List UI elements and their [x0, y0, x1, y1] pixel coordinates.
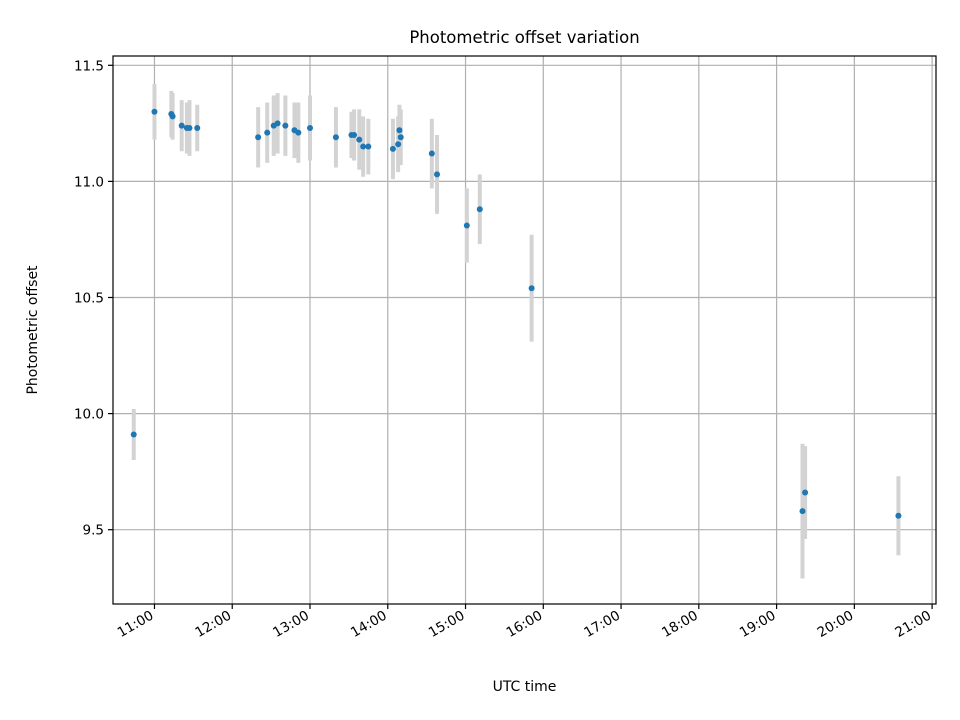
data-point	[151, 108, 158, 115]
data-point	[895, 512, 902, 519]
data-point	[463, 222, 470, 229]
x-tick-label: 12:00	[193, 608, 235, 641]
data-point	[528, 285, 535, 292]
data-point	[307, 124, 314, 131]
data-point	[799, 508, 806, 515]
data-point	[332, 134, 339, 141]
data-point	[169, 113, 176, 120]
x-axis-label: UTC time	[493, 679, 557, 695]
x-tick-label: 13:00	[270, 608, 312, 641]
data-point	[360, 143, 367, 150]
data-point	[178, 122, 185, 129]
y-axis-ticks: 9.5 10.0 10.5 11.0 11.5	[74, 58, 113, 539]
x-tick-label: 11:00	[115, 608, 157, 641]
data-point	[802, 489, 809, 496]
data-points	[130, 108, 902, 519]
x-tick-label: 16:00	[504, 608, 546, 641]
data-point	[356, 136, 363, 143]
data-point	[396, 127, 403, 134]
x-tick-label: 21:00	[892, 608, 934, 641]
data-point	[476, 206, 483, 213]
data-point	[365, 143, 372, 150]
data-point	[255, 134, 262, 141]
x-axis-ticks: 11:00 12:00 13:00 14:00 15:00 16:00 17:00 18:00…	[115, 604, 934, 641]
y-tick-label: 11.0	[74, 174, 104, 190]
grid	[113, 56, 936, 604]
x-tick-label: 19:00	[737, 608, 779, 641]
y-tick-label: 9.5	[83, 523, 104, 539]
x-tick-label: 17:00	[581, 608, 623, 641]
data-point	[186, 124, 193, 131]
data-point	[194, 124, 201, 131]
y-tick-label: 10.5	[74, 290, 104, 306]
x-tick-label: 14:00	[348, 608, 390, 641]
y-tick-label: 11.5	[74, 58, 104, 74]
data-point	[395, 141, 402, 148]
chart-title: Photometric offset variation	[409, 28, 639, 47]
data-point	[295, 129, 302, 136]
data-point	[428, 150, 435, 157]
data-point	[351, 131, 358, 138]
y-tick-label: 10.0	[74, 407, 104, 423]
data-point	[130, 431, 137, 438]
data-point	[274, 120, 281, 127]
y-axis-label: Photometric offset	[25, 265, 41, 395]
data-point	[397, 134, 404, 141]
data-point	[434, 171, 441, 178]
plot-frame	[112, 55, 937, 605]
data-point	[389, 145, 396, 152]
x-tick-label: 18:00	[659, 608, 701, 641]
error-bars	[131, 83, 901, 579]
data-point	[264, 129, 271, 136]
x-tick-label: 15:00	[426, 608, 468, 641]
x-tick-label: 20:00	[815, 608, 857, 641]
data-point	[282, 122, 289, 129]
